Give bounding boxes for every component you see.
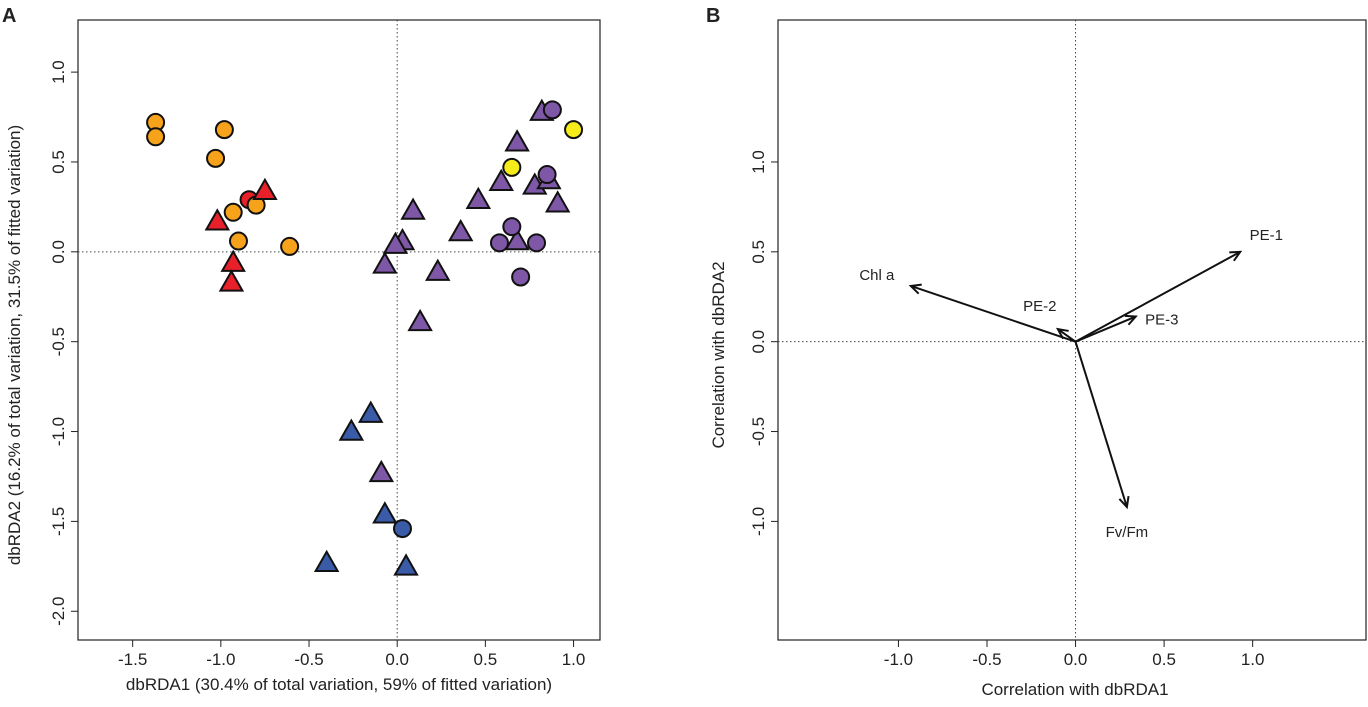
vector-arrow-shaft [1074, 341, 1128, 508]
x-tick-label: 1.0 [562, 650, 586, 669]
data-point-purple-circle [542, 100, 562, 120]
data-point-purple-triangle [400, 197, 426, 220]
panel-b-y-axis-label: Correlation with dbRDA2 [709, 261, 728, 448]
data-point-purple-triangle [544, 190, 571, 213]
panel-b-plot-frame [777, 19, 1367, 641]
data-point-purple-triangle [447, 219, 474, 242]
panel-b: B Correlation with dbRDA1 Correlation wi… [706, 5, 1367, 699]
panel-a-label: A [2, 5, 16, 27]
y-tick-label: 0.5 [49, 150, 68, 174]
data-point-purple-circle [502, 217, 522, 237]
data-point-blue-triangle [372, 501, 398, 524]
data-point-blue-triangle [338, 418, 365, 441]
y-tick-label: -0.5 [49, 327, 68, 356]
data-point-orange-circle [206, 148, 226, 168]
vector-label: Fv/Fm [1106, 524, 1149, 541]
vector-label: PE-2 [1023, 298, 1056, 315]
x-tick-label: 0.5 [1152, 650, 1176, 669]
vector-arrow-shaft [910, 285, 1076, 343]
data-point-red-triangle [252, 177, 278, 200]
y-tick-label: -2.0 [49, 597, 68, 626]
panel-b-x-axis-label: Correlation with dbRDA1 [981, 680, 1168, 699]
y-tick-label: 0.0 [749, 330, 768, 354]
data-point-purple-circle [527, 233, 547, 253]
vector-arrow-head [1124, 314, 1138, 326]
x-tick-label: -1.0 [206, 650, 235, 669]
x-tick-label: -0.5 [972, 650, 1001, 669]
data-point-purple-triangle [372, 251, 398, 274]
data-point-blue-triangle [393, 553, 419, 576]
data-point-purple-circle [511, 267, 531, 287]
y-tick-label: -0.5 [749, 417, 768, 446]
x-tick-label: 0.5 [474, 650, 498, 669]
vector-arrow-head [908, 283, 922, 295]
data-point-purple-triangle [504, 228, 530, 251]
vector-arrow-head [1118, 495, 1130, 510]
vector-label: PE-3 [1145, 312, 1178, 329]
data-point-orange-circle [228, 231, 248, 251]
panel-b-label: B [706, 5, 720, 27]
vector-arrow-shaft [1075, 250, 1241, 343]
data-point-orange-circle [214, 120, 234, 140]
data-point-orange-circle [146, 127, 166, 147]
data-point-orange-circle [280, 236, 300, 256]
data-point-purple-circle [537, 165, 557, 185]
y-tick-label: -1.5 [49, 507, 68, 536]
y-tick-label: 1.0 [749, 150, 768, 174]
panel-a-x-axis-label: dbRDA1 (30.4% of total variation, 59% of… [126, 675, 552, 694]
data-point-purple-triangle [368, 459, 395, 483]
vector-label: Chl a [859, 267, 895, 284]
panel-a-y-axis-label: dbRDA2 (16.2% of total variation, 31.5% … [5, 125, 24, 565]
x-tick-label: 0.0 [1064, 650, 1088, 669]
data-point-purple-triangle [504, 129, 530, 152]
data-point-blue-circle [392, 519, 412, 539]
y-tick-label: 1.0 [49, 60, 68, 84]
data-point-yellow-circle [564, 120, 584, 140]
vector-label: PE-1 [1250, 227, 1283, 244]
vector-arrow-head [1229, 250, 1243, 262]
x-tick-label: -0.5 [294, 650, 323, 669]
vector-arrow-shaft [1057, 328, 1077, 343]
x-tick-label: 1.0 [1241, 650, 1265, 669]
x-tick-label: -1.0 [884, 650, 913, 669]
x-tick-label: 0.0 [385, 650, 409, 669]
data-point-red-triangle [204, 208, 231, 231]
x-tick-label: -1.5 [118, 650, 147, 669]
data-point-purple-triangle [488, 168, 514, 191]
panel-a-plot-frame [77, 19, 601, 641]
vector-arrow-shaft [1075, 315, 1137, 343]
data-point-red-triangle [220, 249, 246, 272]
data-point-purple-triangle [465, 186, 492, 209]
data-point-purple-triangle [425, 258, 451, 281]
data-point-blue-triangle [313, 549, 340, 572]
vector-arrow-head [1055, 327, 1069, 340]
data-point-purple-triangle [407, 308, 433, 332]
data-point-orange-circle [223, 202, 243, 222]
y-tick-label: 0.5 [749, 240, 768, 264]
data-point-purple-circle [489, 233, 509, 253]
data-point-purple-triangle [382, 231, 409, 254]
y-tick-label: -1.0 [49, 417, 68, 446]
y-tick-label: 0.0 [49, 240, 68, 264]
y-tick-label: -1.0 [749, 507, 768, 536]
data-point-red-triangle [218, 269, 245, 292]
data-point-yellow-circle [502, 157, 522, 177]
panel-a: A dbRDA1 (30.4% of total variation, 59% … [2, 5, 601, 694]
data-point-blue-triangle [358, 400, 384, 423]
